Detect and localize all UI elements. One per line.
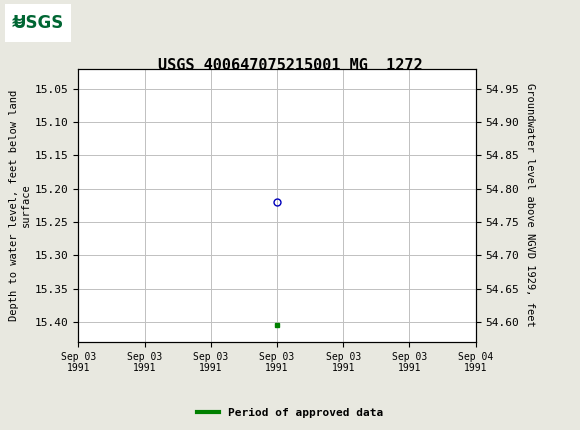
Text: ≋: ≋	[10, 15, 23, 30]
Text: USGS 400647075215001 MG  1272: USGS 400647075215001 MG 1272	[158, 58, 422, 73]
Text: USGS: USGS	[12, 14, 63, 31]
Y-axis label: Groundwater level above NGVD 1929, feet: Groundwater level above NGVD 1929, feet	[525, 83, 535, 327]
Bar	[5, 3, 71, 42]
Legend: Period of approved data: Period of approved data	[193, 403, 387, 422]
Y-axis label: Depth to water level, feet below land
surface: Depth to water level, feet below land su…	[9, 90, 31, 321]
